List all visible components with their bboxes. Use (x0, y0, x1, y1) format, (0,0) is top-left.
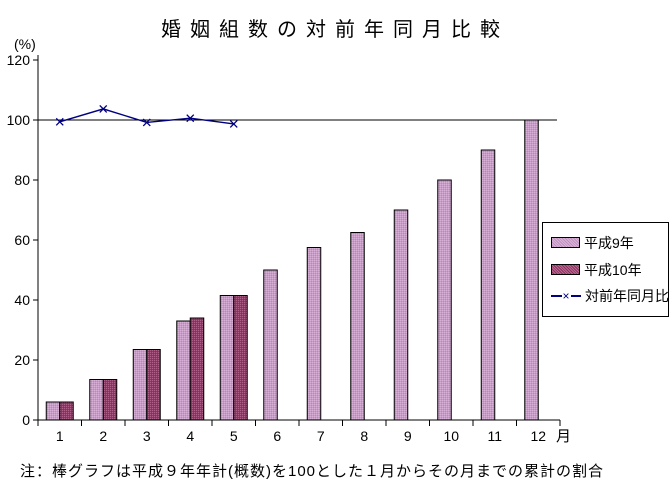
bar-h9-m2 (89, 379, 104, 421)
x-tick-label-8: 8 (360, 428, 368, 444)
legend-label-heisei9: 平成9年 (584, 234, 634, 251)
marker-stroke (186, 114, 195, 123)
bar-h10-m2 (102, 379, 118, 421)
legend-item-heisei9: 平成9年 (543, 233, 668, 253)
bar-h9-m3 (132, 349, 148, 421)
ratio-marker-m5 (229, 119, 238, 128)
ratio-marker-m4 (186, 114, 195, 123)
bar-h9-m12 (524, 119, 539, 421)
x-tick-label-6: 6 (273, 428, 281, 444)
legend: 平成9年 平成10年 × 対前年同月比 (542, 222, 669, 317)
x-tick-label-7: 7 (317, 428, 325, 444)
legend-item-heisei10: 平成10年 (543, 260, 668, 280)
x-tick-label-9: 9 (404, 428, 412, 444)
y-tick-label-120: 120 (7, 52, 31, 68)
ratio-marker-m3 (142, 118, 151, 127)
x-marker-icon: × (562, 288, 570, 303)
marker-stroke (142, 118, 151, 127)
bar-h9-m6 (263, 269, 278, 421)
bar-h10-m3 (146, 349, 161, 421)
x-tick-label-10: 10 (443, 428, 459, 444)
bar-h9-m10 (437, 179, 452, 421)
chart-title: 婚姻組数の対前年同月比較 (161, 19, 509, 41)
legend-label-heisei10: 平成10年 (584, 261, 642, 278)
bar-h9-m1 (45, 401, 61, 421)
heisei9-bar-swatch-icon (551, 237, 580, 249)
y-tick-label-100: 100 (7, 112, 31, 128)
bar-h9-m9 (393, 209, 409, 421)
y-tick-label-40: 40 (14, 292, 30, 308)
y-tick-label-80: 80 (14, 172, 30, 188)
bar-h10-m5 (233, 295, 248, 421)
line-segment (551, 295, 562, 298)
x-tick-label-2: 2 (99, 428, 107, 444)
bar-h9-m4 (176, 320, 191, 421)
x-tick-label-5: 5 (230, 428, 238, 444)
ratio-line-swatch-icon: × (551, 288, 582, 303)
legend-label-ratio: 対前年同月比 (585, 288, 669, 305)
axes-group (33, 55, 561, 426)
ratio-marker-m2 (99, 104, 108, 113)
legend-item-ratio: × 対前年同月比 (543, 286, 669, 306)
ratio-marker-m1 (55, 117, 64, 126)
line-segment (570, 295, 582, 298)
y-tick-label-0: 0 (22, 412, 30, 428)
y-axis-unit-label: (%) (14, 36, 36, 52)
x-tick-label-3: 3 (143, 428, 151, 444)
bar-h10-m4 (189, 317, 205, 421)
y-tick-label-20: 20 (14, 352, 30, 368)
marker-stroke (99, 104, 108, 113)
y-tick-label-60: 60 (14, 232, 30, 248)
heisei10-bar-swatch-icon (551, 264, 580, 275)
bar-h10-m1 (59, 401, 74, 421)
bar-h9-m5 (219, 295, 235, 421)
marker-stroke (55, 117, 64, 126)
footnote: 注：棒グラフは平成９年年計(概数)を100とした１月からその月までの累計の割合 (20, 463, 605, 480)
marker-stroke (229, 119, 238, 128)
bar-h9-m11 (480, 149, 496, 421)
x-axis-unit-label: 月 (556, 428, 572, 445)
x-tick-label-11: 11 (487, 428, 502, 444)
x-tick-label-12: 12 (530, 428, 546, 444)
bar-h9-m7 (306, 247, 322, 421)
x-tick-label-4: 4 (186, 428, 194, 444)
bar-h9-m8 (350, 232, 365, 421)
x-tick-label-1: 1 (56, 428, 64, 444)
